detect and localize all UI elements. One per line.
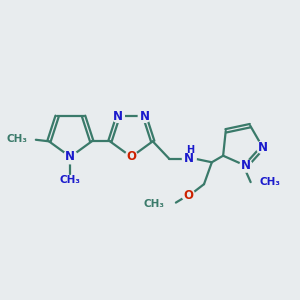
Text: N: N: [113, 110, 123, 123]
Text: H: H: [187, 145, 195, 155]
Text: N: N: [184, 152, 194, 165]
Circle shape: [240, 160, 252, 172]
Text: CH₃: CH₃: [6, 134, 27, 144]
Circle shape: [125, 151, 138, 163]
Circle shape: [64, 150, 77, 164]
Circle shape: [182, 152, 196, 165]
Text: N: N: [258, 141, 268, 154]
Circle shape: [138, 110, 151, 122]
Text: CH₃: CH₃: [260, 176, 280, 187]
Text: N: N: [241, 159, 251, 172]
Text: CH₃: CH₃: [60, 175, 81, 185]
Text: N: N: [65, 150, 75, 164]
Text: O: O: [183, 189, 194, 202]
Circle shape: [256, 141, 269, 154]
Text: O: O: [126, 150, 136, 164]
Text: CH₃: CH₃: [144, 199, 165, 209]
Circle shape: [112, 110, 124, 122]
Text: N: N: [140, 110, 150, 123]
Circle shape: [182, 189, 195, 201]
